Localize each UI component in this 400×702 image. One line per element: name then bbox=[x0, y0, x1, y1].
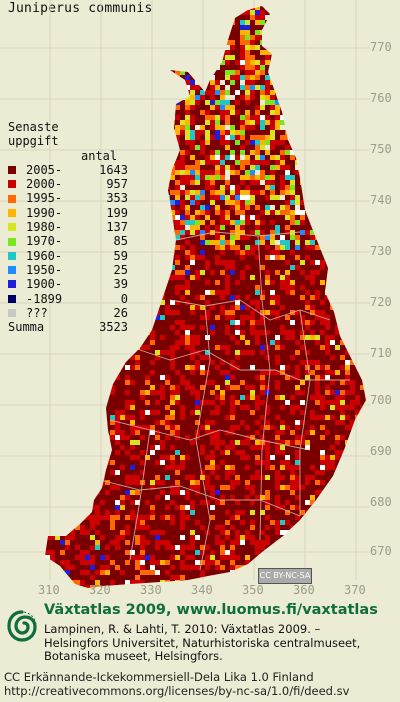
y-tick-label: 700 bbox=[370, 393, 392, 407]
legend-count: 39 bbox=[113, 277, 128, 292]
legend-count: 137 bbox=[106, 220, 128, 235]
species-title: Juniperus communis bbox=[8, 1, 153, 16]
vaxtatlas-logo-icon bbox=[7, 610, 37, 642]
y-tick-label: 730 bbox=[370, 244, 392, 258]
legend-swatch bbox=[8, 208, 16, 217]
legend-label: 1900- bbox=[26, 277, 63, 292]
x-tick-label: 360 bbox=[293, 583, 315, 597]
legend-swatch bbox=[8, 266, 16, 275]
x-tick-label: 310 bbox=[38, 583, 60, 597]
legend-row: -1899 0 bbox=[8, 292, 128, 306]
footer: Växtatlas 2009, www.luomus.fi/vaxtatlas … bbox=[0, 600, 400, 702]
reference-line: Helsingfors Universitet, Naturhistoriska… bbox=[44, 635, 361, 650]
y-tick-label: 770 bbox=[370, 40, 392, 54]
reference-line: Botaniska museet, Helsingfors. bbox=[44, 649, 223, 663]
y-tick-label: 670 bbox=[370, 544, 392, 558]
legend-label: 2000- bbox=[26, 177, 63, 192]
x-tick-label: 330 bbox=[140, 583, 162, 597]
cc-license-badge[interactable]: CC BY-NC-SA bbox=[258, 568, 312, 584]
legend-label: 2005- bbox=[26, 162, 63, 177]
legend-row: 1950- 25 bbox=[8, 263, 128, 277]
legend-count: 1643 bbox=[99, 162, 128, 177]
legend-sum-row: Summa 3523 bbox=[8, 320, 128, 334]
legend-count: 957 bbox=[106, 177, 128, 192]
license-text: CC Erkännande-Ickekommersiell-Dela Lika … bbox=[4, 670, 314, 684]
x-tick-label: 350 bbox=[242, 583, 264, 597]
legend-swatch bbox=[8, 280, 16, 289]
legend-swatch bbox=[8, 294, 16, 303]
legend-header: Senaste bbox=[8, 120, 59, 134]
legend-row: 1960- 59 bbox=[8, 249, 128, 263]
y-tick-label: 690 bbox=[370, 444, 392, 458]
legend-swatch bbox=[8, 166, 16, 175]
reference-line: Lampinen, R. & Lahti, T. 2010: Växtatlas… bbox=[44, 622, 321, 636]
legend-swatch bbox=[8, 223, 16, 232]
legend-label: 1990- bbox=[26, 205, 63, 220]
legend-row: 1995- 353 bbox=[8, 191, 128, 205]
legend-subheader: uppgift bbox=[8, 134, 59, 149]
footer-title[interactable]: Växtatlas 2009, www.luomus.fi/vaxtatlas bbox=[44, 602, 378, 618]
legend-sum-count: 3523 bbox=[99, 320, 128, 335]
legend-row: 1990- 199 bbox=[8, 206, 128, 220]
legend-row: 1970- 85 bbox=[8, 234, 128, 248]
legend-swatch bbox=[8, 251, 16, 260]
legend-count-header: antal bbox=[81, 148, 118, 163]
legend-row: ??? 26 bbox=[8, 306, 128, 320]
license-url[interactable]: http://creativecommons.org/licenses/by-n… bbox=[4, 683, 350, 698]
y-tick-label: 750 bbox=[370, 142, 392, 156]
legend-label: 1960- bbox=[26, 248, 63, 263]
legend-swatch bbox=[8, 309, 16, 317]
x-tick-label: 340 bbox=[191, 583, 213, 597]
region-borders bbox=[99, 231, 350, 571]
x-tick-label: 370 bbox=[344, 583, 366, 597]
legend-count: 0 bbox=[120, 291, 128, 306]
legend-swatch bbox=[8, 180, 16, 189]
y-tick-label: 720 bbox=[370, 295, 392, 309]
legend-label: 1980- bbox=[26, 220, 63, 235]
footer-reference: Lampinen, R. & Lahti, T. 2010: Växtatlas… bbox=[44, 622, 361, 664]
legend-label: ??? bbox=[26, 305, 48, 320]
footer-license: CC Erkännande-Ickekommersiell-Dela Lika … bbox=[4, 670, 350, 698]
y-tick-label: 740 bbox=[370, 193, 392, 207]
y-tick-label: 680 bbox=[370, 495, 392, 509]
legend-label: -1899 bbox=[26, 291, 63, 306]
distribution-map bbox=[0, 0, 370, 588]
legend-label: 1995- bbox=[26, 191, 63, 206]
legend-count: 26 bbox=[113, 305, 128, 320]
legend-count: 199 bbox=[106, 205, 128, 220]
x-tick-label: 320 bbox=[89, 583, 111, 597]
legend-row: 2000- 957 bbox=[8, 177, 128, 191]
legend-label: 1950- bbox=[26, 262, 63, 277]
legend-row: 2005- 1643 bbox=[8, 163, 128, 177]
y-tick-label: 710 bbox=[370, 346, 392, 360]
legend-label: 1970- bbox=[26, 234, 63, 249]
legend-sum-label: Summa bbox=[8, 320, 45, 335]
legend-count: 59 bbox=[113, 248, 128, 263]
legend: Senaste uppgift antal 2005- 1643 2000- 957 1… bbox=[8, 120, 128, 334]
legend-row: 1900- 39 bbox=[8, 277, 128, 291]
legend-swatch bbox=[8, 194, 16, 203]
legend-row: 1980- 137 bbox=[8, 220, 128, 234]
y-tick-label: 760 bbox=[370, 91, 392, 105]
legend-count: 25 bbox=[113, 262, 128, 277]
legend-count: 353 bbox=[106, 191, 128, 206]
legend-swatch bbox=[8, 237, 16, 246]
legend-count: 85 bbox=[113, 234, 128, 249]
